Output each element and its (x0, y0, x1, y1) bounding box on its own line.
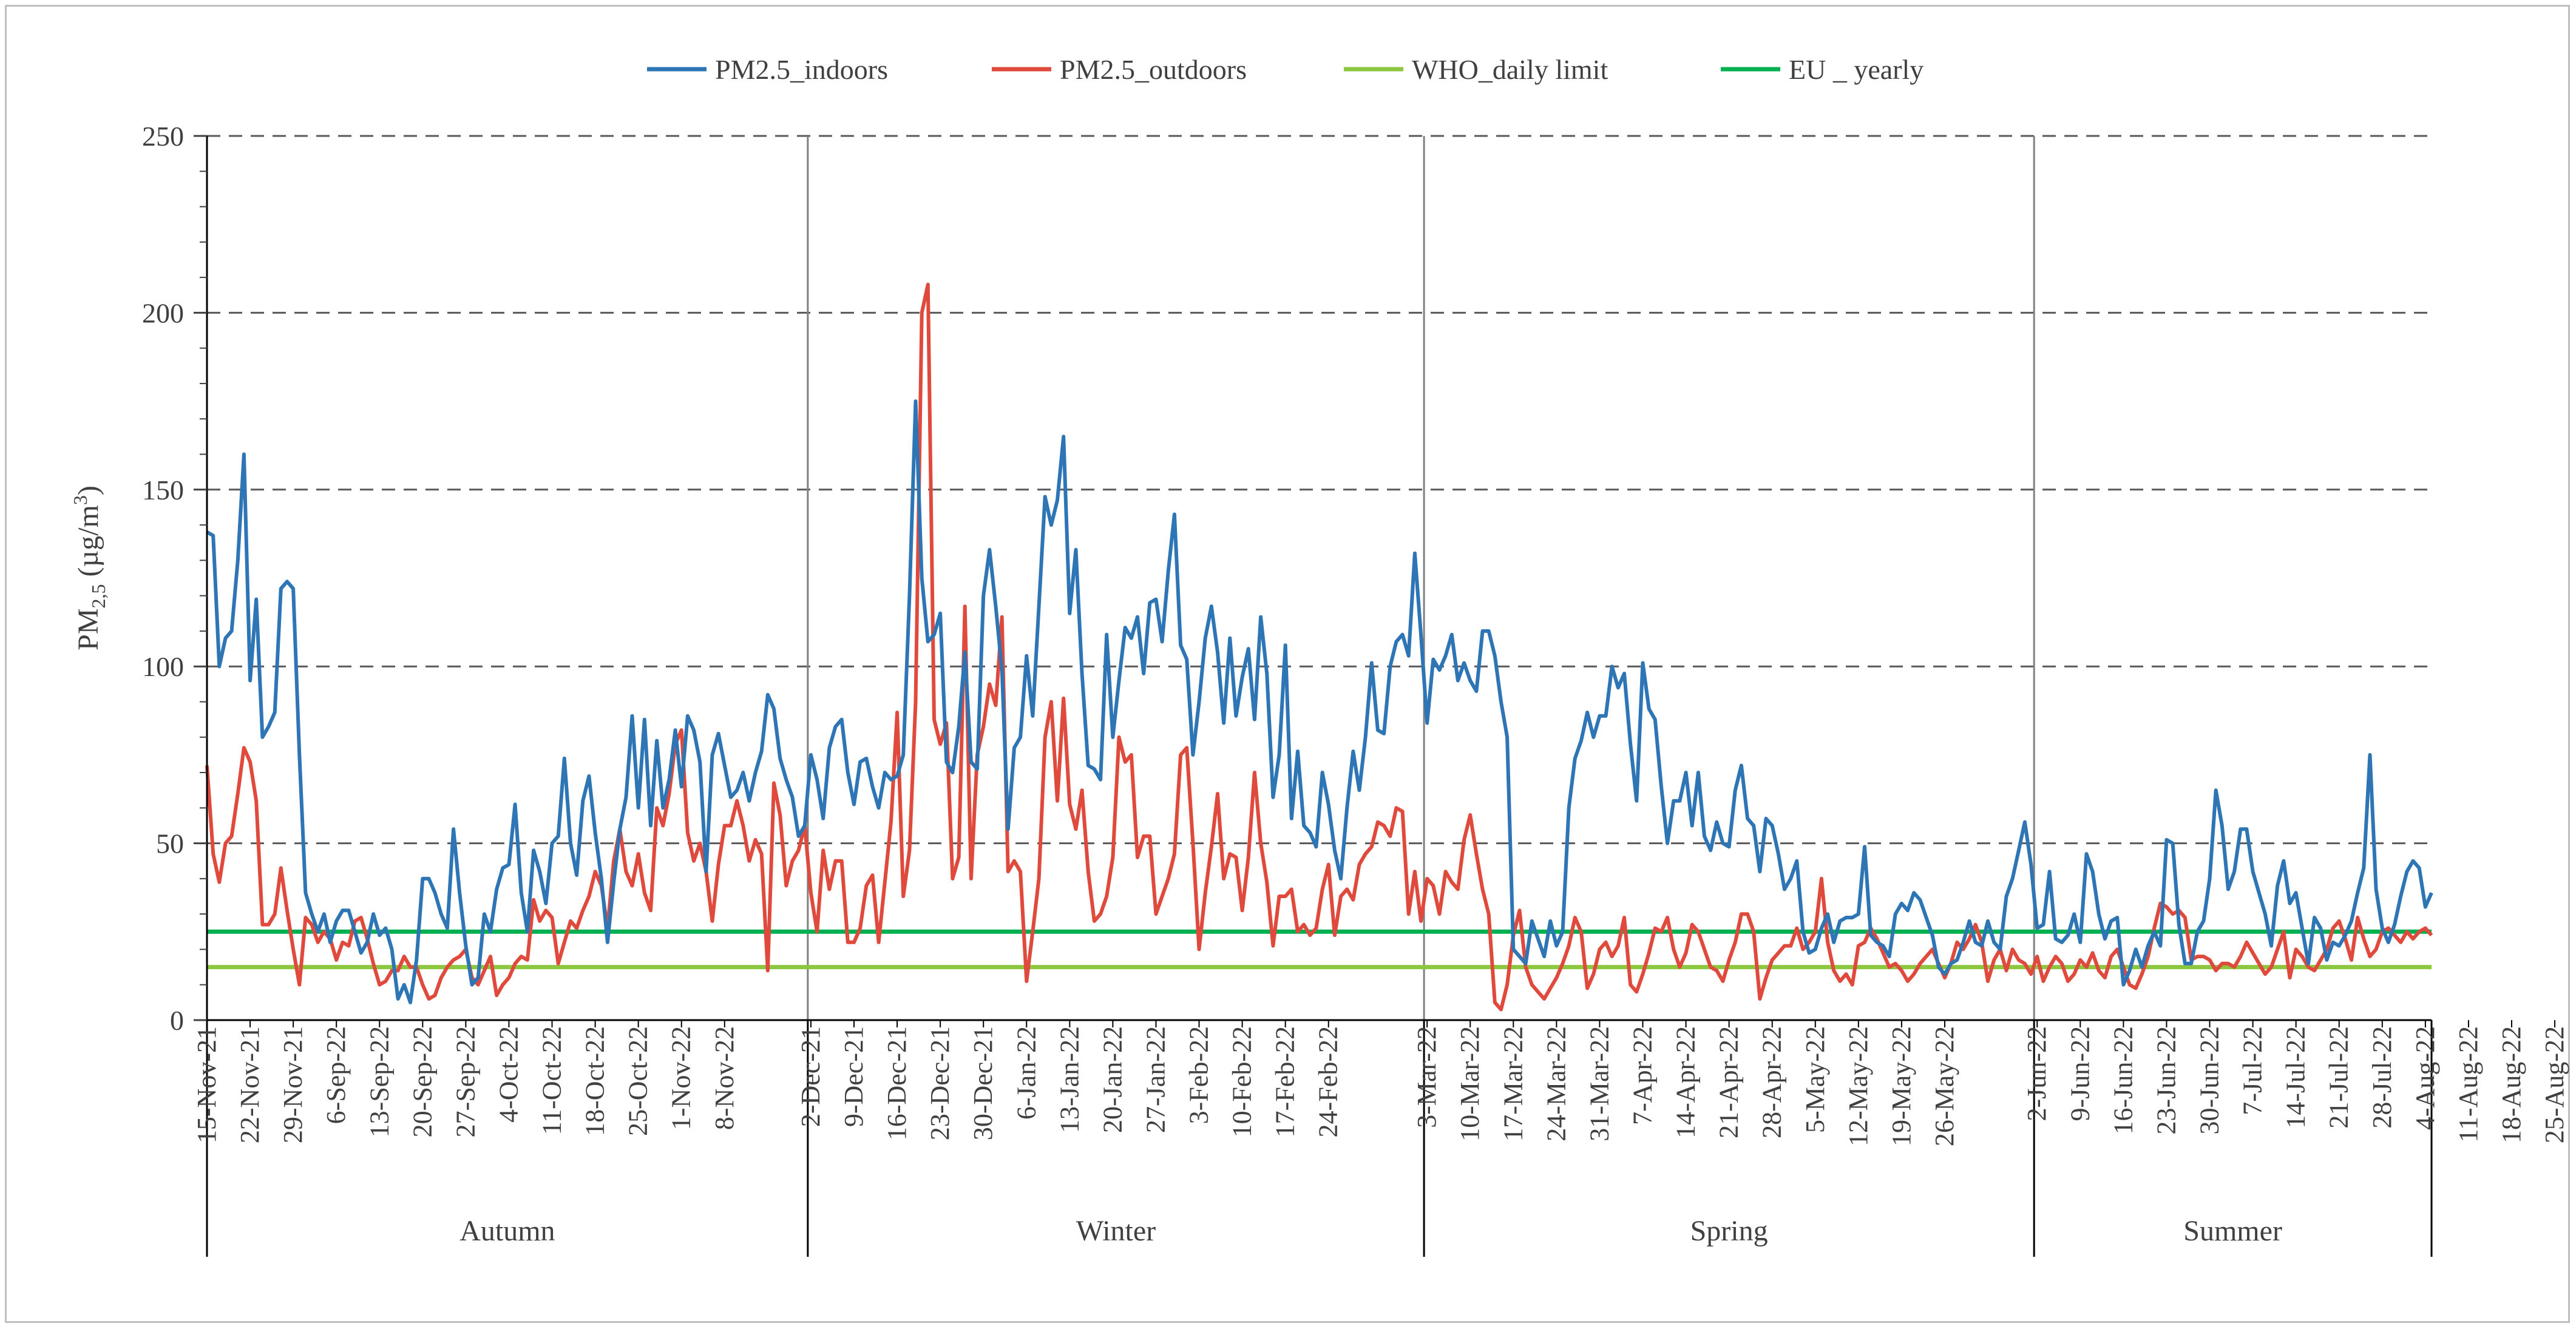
x-tick-label: 3-Mar-22 (1412, 1026, 1442, 1128)
season-labels: Autumn Winter Spring Summer (459, 1215, 2282, 1247)
x-tick-label: 4-Oct-22 (494, 1026, 524, 1123)
x-tick-label: 17-Mar-22 (1498, 1026, 1528, 1141)
x-tick-label: 31-Mar-22 (1584, 1026, 1614, 1141)
x-tick-label: 4-Aug-22 (2410, 1026, 2440, 1130)
x-tick-label: 2-Dec-21 (796, 1026, 825, 1127)
x-tick-label: 25-Aug-22 (2540, 1026, 2569, 1143)
x-tick-label: 6-Jan-22 (1011, 1026, 1041, 1120)
x-tick-label: 9-Dec-21 (839, 1026, 869, 1127)
x-tick-label: 23-Dec-21 (925, 1026, 955, 1140)
y-tick-label-100: 100 (142, 651, 184, 682)
x-tick-label: 20-Sep-22 (407, 1026, 437, 1137)
season-label-summer: Summer (2183, 1215, 2282, 1247)
reference-lines (207, 929, 2432, 970)
legend: PM2.5_indoors PM2.5_outdoors WHO_daily lim… (647, 54, 1924, 85)
legend-label-indoors: PM2.5_indoors (715, 54, 888, 85)
x-tick-label: 18-Aug-22 (2496, 1026, 2526, 1143)
legend-item-indoors: PM2.5_indoors (647, 54, 888, 85)
x-tick-label: 25-Oct-22 (623, 1026, 653, 1136)
x-tick-label: 23-Jun-22 (2151, 1026, 2181, 1134)
y-axis-label: PM2,5 (µg/m3) (69, 485, 109, 651)
x-tick-label: 13-Jan-22 (1054, 1026, 1084, 1133)
x-tick-label: 16-Jun-22 (2108, 1026, 2138, 1134)
series-line-indoors (206, 399, 2433, 1004)
x-tick-label: 5-May-22 (1800, 1026, 1830, 1133)
y-tick-label-0: 0 (170, 1005, 184, 1036)
y-tick-label-50: 50 (156, 828, 184, 859)
x-tick-label: 11-Oct-22 (537, 1026, 567, 1135)
x-tick-label: 7-Apr-22 (1628, 1026, 1658, 1125)
x-tick-label: 30-Jun-22 (2195, 1026, 2225, 1134)
chart-frame: PM2.5_indoors PM2.5_outdoors WHO_daily lim… (5, 5, 2570, 1323)
x-tick-label: 13-Sep-22 (364, 1026, 394, 1137)
x-tick-label: 28-Apr-22 (1757, 1026, 1787, 1138)
x-tick-label: 12-May-22 (1843, 1026, 1873, 1146)
x-tick-label: 3-Feb-22 (1184, 1026, 1214, 1124)
x-tick-label: 15-Nov-21 (192, 1026, 222, 1143)
x-tick-label: 19-May-22 (1886, 1026, 1916, 1146)
y-gridlines (207, 135, 2432, 845)
x-tick-label: 20-Jan-22 (1097, 1026, 1127, 1133)
x-tick-label: 21-Apr-22 (1714, 1026, 1744, 1138)
legend-item-eu: EU _ yearly (1721, 54, 1924, 85)
x-tick-label: 18-Oct-22 (580, 1026, 610, 1136)
x-tick-label: 22-Nov-21 (235, 1026, 265, 1143)
x-tick-label: 10-Feb-22 (1227, 1026, 1257, 1137)
y-tick-label-150: 150 (142, 475, 184, 506)
x-tick-label: 10-Mar-22 (1455, 1026, 1485, 1141)
x-tick-label: 1-Nov-22 (666, 1026, 696, 1130)
series-line-outdoors (205, 282, 2433, 1012)
x-tick-label: 9-Jun-22 (2065, 1026, 2095, 1121)
legend-label-eu: EU _ yearly (1789, 54, 1924, 85)
legend-item-outdoors: PM2.5_outdoors (992, 54, 1247, 85)
x-tick-label: 14-Apr-22 (1671, 1026, 1701, 1138)
legend-item-who: WHO_daily limit (1344, 54, 1608, 85)
x-tick-label: 30-Dec-21 (968, 1026, 998, 1140)
x-tick-label: 6-Sep-22 (321, 1026, 351, 1124)
axes (206, 136, 2433, 1257)
x-tick-label: 21-Jul-22 (2324, 1026, 2354, 1129)
season-label-autumn: Autumn (459, 1215, 555, 1247)
legend-label-outdoors: PM2.5_outdoors (1060, 54, 1247, 85)
y-tick-label-200: 200 (142, 297, 184, 328)
x-tick-label: 27-Jan-22 (1141, 1026, 1171, 1133)
season-label-spring: Spring (1690, 1215, 1768, 1247)
x-tick-label: 14-Jul-22 (2281, 1026, 2311, 1129)
x-tick-label: 16-Dec-21 (882, 1026, 912, 1140)
x-tick-label: 29-Nov-21 (278, 1026, 308, 1143)
pm25-line-chart: PM2.5_indoors PM2.5_outdoors WHO_daily lim… (69, 54, 2569, 1257)
season-label-winter: Winter (1076, 1215, 1156, 1247)
x-tick-label: 28-Jul-22 (2367, 1026, 2397, 1129)
x-tick-label: 24-Mar-22 (1541, 1026, 1571, 1141)
x-tick-label: 26-May-22 (1930, 1026, 1959, 1146)
y-axis-ticks: 0 50 100 150 200 250 (142, 121, 207, 1036)
x-tick-label: 8-Nov-22 (710, 1026, 739, 1130)
data-series (205, 282, 2433, 1012)
x-tick-label: 17-Feb-22 (1270, 1026, 1300, 1137)
y-tick-label-250: 250 (142, 121, 184, 152)
x-tick-label: 7-Jul-22 (2238, 1026, 2268, 1115)
x-tick-label: 27-Sep-22 (450, 1026, 480, 1137)
x-axis-ticks: 15-Nov-21 22-Nov-21 29-Nov-21 6-Sep-22 13-Se… (192, 1020, 2569, 1146)
x-tick-label: 2-Jun-22 (2022, 1026, 2052, 1121)
x-tick-label: 11-Aug-22 (2453, 1026, 2483, 1142)
x-tick-label: 24-Feb-22 (1313, 1026, 1343, 1137)
legend-label-who: WHO_daily limit (1412, 54, 1608, 85)
